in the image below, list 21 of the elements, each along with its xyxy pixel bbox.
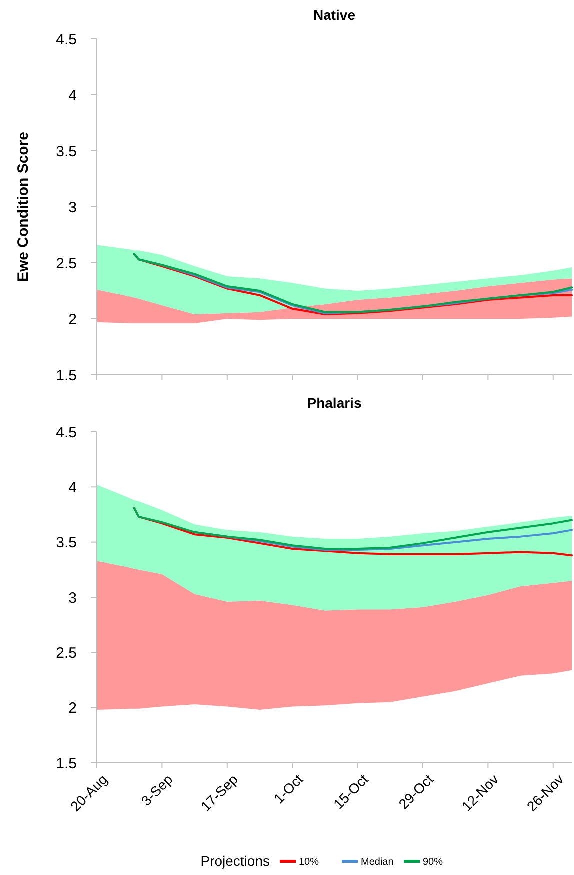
legend-label: 10% bbox=[299, 857, 320, 868]
y-tick-label: 4 bbox=[68, 87, 77, 104]
y-axis-title: Ewe Condition Score bbox=[15, 132, 32, 282]
y-tick-label: 2 bbox=[68, 700, 77, 718]
y-tick-label: 3.5 bbox=[56, 534, 77, 552]
legend-label: Median bbox=[361, 857, 394, 868]
y-tick-label: 4.5 bbox=[56, 31, 77, 48]
chart-title: Native bbox=[313, 7, 356, 23]
y-tick-label: 2.5 bbox=[56, 644, 77, 662]
y-tick-label: 1.5 bbox=[56, 367, 77, 384]
y-tick-label: 1.5 bbox=[56, 755, 77, 772]
y-tick-label: 2 bbox=[68, 311, 77, 328]
y-tick-label: 4.5 bbox=[56, 424, 77, 442]
chart-title: Phalaris bbox=[307, 395, 362, 411]
y-tick-label: 3 bbox=[68, 590, 77, 607]
y-tick-label: 3 bbox=[68, 199, 77, 216]
legend-label: 90% bbox=[423, 857, 444, 868]
y-tick-label: 4 bbox=[68, 479, 77, 496]
y-tick-label: 3.5 bbox=[56, 143, 77, 160]
legend-title: Projections bbox=[200, 853, 270, 869]
y-tick-label: 2.5 bbox=[56, 255, 77, 272]
